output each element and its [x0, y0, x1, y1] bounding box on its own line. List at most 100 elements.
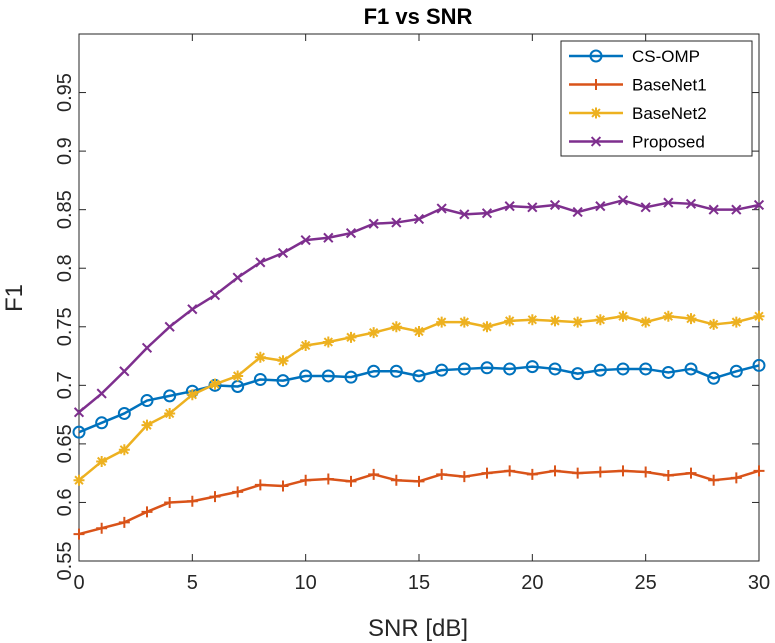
data-point-proposed [708, 204, 719, 215]
data-point-basenet1 [186, 495, 198, 507]
data-point-basenet2 [164, 407, 176, 419]
plot-area: 0 5 10 15 20 25 30 0.55 0.6 0.65 0.7 0.75 0.8 0.85 0.9… [54, 33, 770, 594]
data-point-basenet1 [322, 473, 334, 485]
data-point-proposed [391, 217, 402, 228]
data-point-proposed [300, 235, 311, 246]
data-point-basenet2 [436, 316, 448, 328]
data-point-basenet1 [73, 528, 85, 540]
data-point-basenet2 [96, 455, 108, 467]
data-point-proposed [731, 204, 742, 215]
data-point-basenet1 [390, 474, 402, 486]
data-point-basenet1 [141, 506, 153, 518]
data-point-basenet2 [640, 316, 652, 328]
data-point-proposed [527, 202, 538, 213]
data-point-basenet1 [504, 465, 516, 477]
data-point-proposed [572, 206, 583, 218]
data-point-proposed [232, 272, 243, 283]
x-tick-label: 25 [635, 572, 657, 594]
data-point-basenet2 [277, 355, 289, 367]
data-point-basenet2 [458, 316, 470, 328]
data-point-cs-omp [593, 363, 607, 377]
data-point-proposed [96, 388, 107, 399]
data-point-basenet2 [753, 310, 765, 322]
data-point-cs-omp [367, 364, 381, 378]
data-point-basenet2 [254, 351, 266, 363]
legend-marker-basenet2 [590, 107, 602, 119]
data-point-basenet2 [526, 314, 538, 326]
data-point-basenet1 [753, 465, 765, 477]
data-point-basenet2 [662, 310, 674, 322]
data-point-cs-omp [571, 367, 585, 381]
y-axis-label: F1 [1, 284, 28, 312]
data-point-cs-omp [389, 364, 403, 378]
y-tick-label: 0.7 [54, 371, 76, 399]
data-point-proposed [255, 257, 266, 268]
data-point-proposed [413, 213, 425, 225]
data-point-cs-omp [684, 362, 698, 376]
data-point-cs-omp [95, 416, 109, 430]
data-point-proposed [459, 209, 470, 220]
chart-title: F1 vs SNR [364, 4, 473, 29]
data-point-basenet2 [368, 327, 380, 339]
data-point-basenet2 [708, 318, 720, 330]
data-point-proposed [119, 366, 130, 377]
y-tick-label: 0.75 [54, 307, 76, 346]
x-tick-label: 15 [408, 572, 430, 594]
data-point-proposed [141, 342, 153, 353]
data-point-proposed [549, 199, 561, 211]
data-point-proposed [368, 218, 379, 229]
data-point-basenet1 [96, 522, 108, 534]
data-point-cs-omp [163, 389, 177, 403]
data-point-cs-omp [661, 365, 675, 379]
data-point-basenet1 [368, 468, 380, 480]
data-point-cs-omp [276, 374, 290, 388]
data-point-basenet1 [526, 468, 538, 480]
data-point-cs-omp [707, 371, 721, 385]
x-tick-label: 10 [295, 572, 317, 594]
data-point-basenet2 [390, 321, 402, 333]
legend-marker-proposed [590, 136, 602, 147]
data-point-cs-omp [729, 364, 743, 378]
data-point-proposed [481, 208, 493, 219]
data-point-proposed [640, 202, 651, 213]
legend-label-proposed: Proposed [632, 133, 705, 152]
data-point-basenet2 [481, 321, 493, 333]
legend-label-basenet2: BaseNet2 [632, 104, 707, 123]
series-line-cs-omp [78, 364, 760, 434]
x-tick-label: 0 [73, 572, 84, 594]
data-point-basenet1 [662, 470, 674, 482]
data-point-proposed [345, 227, 357, 239]
data-point-basenet1 [300, 474, 312, 486]
data-point-basenet2 [504, 315, 516, 327]
data-point-cs-omp [72, 425, 86, 439]
data-point-basenet2 [413, 325, 425, 337]
x-tick-label: 20 [521, 572, 543, 594]
legend-label-cs-omp: CS-OMP [632, 47, 700, 66]
data-point-cs-omp [435, 363, 449, 377]
data-point-cs-omp [548, 362, 562, 376]
data-point-proposed [187, 304, 198, 315]
data-point-basenet1 [413, 475, 425, 487]
y-tick-label: 0.55 [54, 542, 76, 581]
data-point-proposed [277, 247, 289, 259]
data-point-basenet1 [254, 479, 266, 491]
y-tick-label: 0.85 [54, 190, 76, 229]
legend-marker-cs-omp [589, 49, 603, 63]
data-point-proposed [595, 201, 606, 212]
data-point-basenet1 [436, 468, 448, 480]
data-point-cs-omp [525, 360, 539, 374]
data-point-basenet2 [322, 336, 334, 348]
series-line-basenet2 [78, 314, 760, 482]
data-point-cs-omp [616, 362, 630, 376]
data-point-cs-omp [752, 358, 766, 372]
data-point-basenet1 [277, 480, 289, 492]
data-point-basenet1 [118, 516, 130, 528]
data-point-proposed [617, 195, 629, 206]
data-point-basenet1 [458, 471, 470, 483]
y-tick-label: 0.95 [54, 73, 76, 112]
legend: CS-OMP BaseNet1 BaseNet2 Proposed [560, 40, 753, 157]
data-point-basenet2 [232, 370, 244, 382]
data-point-basenet1 [345, 475, 357, 487]
data-point-basenet1 [640, 466, 652, 478]
data-point-basenet2 [594, 314, 606, 326]
